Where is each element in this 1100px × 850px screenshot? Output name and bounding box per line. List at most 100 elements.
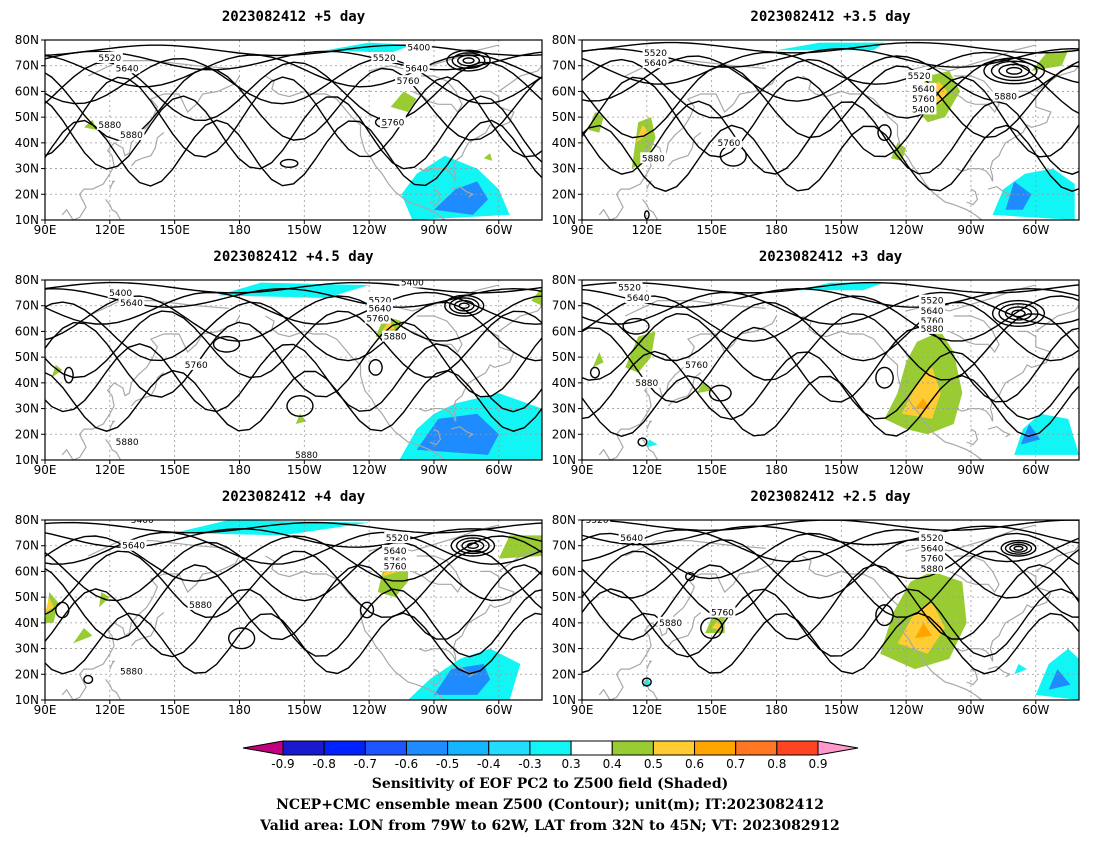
z500-closed-contour (641, 677, 652, 687)
contour-label: 5520 (921, 297, 944, 307)
contour-label-bg (405, 41, 432, 53)
colorbar-box (323, 740, 366, 756)
y-tick-label: 80N (552, 273, 576, 287)
z500-closed-contour (359, 601, 375, 619)
contour-label: 5760 (685, 361, 708, 371)
colorbar-tick-label: -0.3 (518, 757, 541, 771)
colorbar-box (405, 740, 449, 756)
y-tick-label: 70N (15, 299, 39, 313)
y-tick-label: 20N (15, 427, 39, 441)
x-tick-label: 150E (159, 223, 190, 237)
x-tick-label: 150W (287, 703, 322, 717)
y-tick-label: 80N (552, 513, 576, 527)
z500-contour (45, 321, 542, 398)
coastline (949, 315, 1000, 354)
z500-contour (582, 350, 1079, 421)
y-tick-label: 20N (552, 427, 576, 441)
colorbar-box (570, 740, 613, 756)
sensitivity-shading (434, 181, 488, 215)
coastline (949, 75, 1000, 114)
x-tick-label: 90W (957, 223, 984, 237)
coastline (429, 428, 442, 446)
z500-closed-contour (622, 317, 650, 335)
y-tick-label: 70N (15, 539, 39, 553)
z500-contour (582, 287, 1079, 308)
y-tick-label: 20N (552, 667, 576, 681)
colorbar-tick-label: 0.8 (767, 757, 786, 771)
contour-label-bg (616, 281, 643, 293)
contour-label-bg (910, 93, 937, 105)
contour-label-bg (919, 322, 946, 334)
z500-closed-contour (877, 124, 892, 142)
contour-label: 5640 (120, 299, 143, 309)
z500-closed-contour (875, 604, 894, 627)
z500-closed-contour (55, 601, 70, 619)
z500-contour (582, 281, 1079, 294)
x-tick-label: 60W (1022, 463, 1049, 477)
contour-label: 5640 (921, 544, 944, 554)
x-tick-label: 90E (34, 463, 57, 477)
contour-label-bg (992, 90, 1019, 102)
x-tick-label: 120W (889, 703, 924, 717)
contour-label: 5880 (116, 438, 139, 448)
contour-label-bg (910, 82, 937, 94)
y-tick-label: 50N (15, 590, 39, 604)
coastline (105, 199, 122, 220)
contour-label-bg (366, 302, 393, 314)
sensitivity-shading (914, 622, 933, 639)
x-tick-label: 150W (824, 463, 859, 477)
z500-contour (45, 564, 542, 641)
z500-closed-contour (83, 674, 94, 685)
colorbar-tick-label: -0.8 (312, 757, 335, 771)
contour-label: 5880 (98, 121, 121, 131)
x-tick-label: 90E (571, 223, 594, 237)
z500-contour (45, 369, 542, 432)
y-tick-label: 10N (15, 453, 39, 467)
coastline (105, 439, 122, 460)
z500-contour (582, 312, 1079, 381)
colorbar-max-arrow (817, 740, 859, 756)
map-frame (44, 519, 543, 701)
coastline (498, 305, 542, 332)
sensitivity-shading (73, 628, 93, 644)
z500-closed-contour (227, 627, 256, 650)
contour-label: 5880 (295, 451, 318, 461)
coastline (955, 330, 1052, 422)
contour-label-bg (293, 448, 320, 460)
z500-closed-contour (450, 534, 496, 557)
contour-label: 5880 (659, 619, 682, 629)
map-frame (581, 519, 1080, 701)
colorbar-tick-label: 0.7 (726, 757, 745, 771)
z500-contour (45, 54, 542, 88)
z500-contour (582, 76, 1079, 158)
x-tick-label: 120E (632, 463, 663, 477)
contour-label-bg (919, 542, 946, 554)
contour-label-bg (118, 297, 145, 309)
z500-closed-contour (991, 299, 1046, 328)
z500-contour (45, 588, 542, 658)
x-tick-label: 120E (95, 703, 126, 717)
map-frame (44, 279, 543, 461)
x-tick-label: 150E (696, 703, 727, 717)
x-tick-label: 150E (696, 463, 727, 477)
y-tick-label: 40N (15, 616, 39, 630)
contour-label-bg (910, 103, 937, 115)
coastline (988, 425, 1012, 438)
coastline (642, 439, 659, 460)
y-tick-label: 40N (552, 136, 576, 150)
contour-label: 5640 (384, 547, 407, 557)
x-tick-label: 90W (420, 463, 447, 477)
z500-closed-contour (1000, 539, 1037, 557)
contour-label-bg (114, 62, 141, 74)
z500-closed-contour (990, 60, 1038, 82)
z500-contour (582, 525, 1079, 546)
contour-label-bg (364, 312, 391, 324)
z500-closed-contour (875, 366, 894, 389)
coastline (412, 315, 463, 354)
y-tick-label: 70N (552, 539, 576, 553)
sensitivity-shading (51, 364, 63, 378)
x-tick-label: 90E (571, 463, 594, 477)
x-tick-label: 90W (420, 703, 447, 717)
coastline (265, 315, 446, 460)
